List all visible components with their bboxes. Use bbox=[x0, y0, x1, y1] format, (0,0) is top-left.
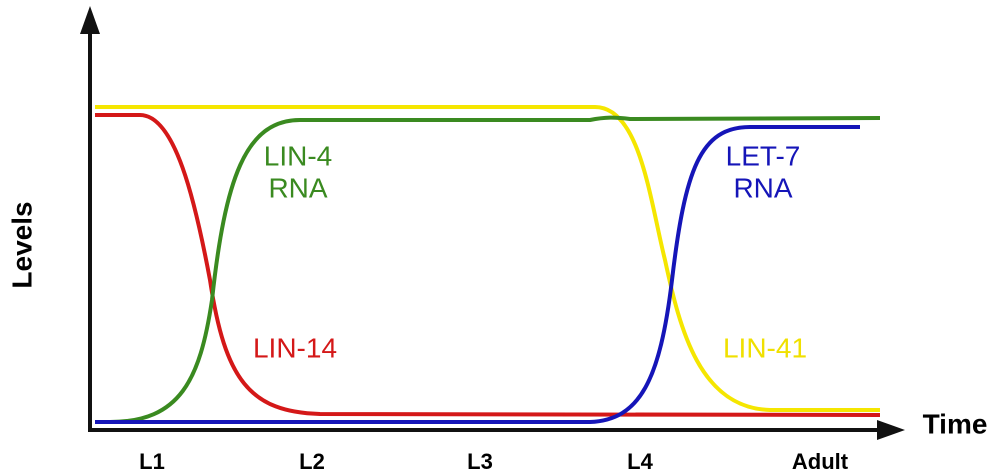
let-7-curve bbox=[95, 125, 860, 424]
y-axis-label: Levels bbox=[6, 201, 37, 288]
lin-14-curve bbox=[95, 113, 881, 417]
curve-label: LIN-4 bbox=[264, 140, 332, 171]
curve-label: RNA bbox=[733, 172, 792, 203]
stage-label: L3 bbox=[467, 449, 493, 474]
stage-label: L4 bbox=[627, 449, 653, 474]
stage-label: L2 bbox=[299, 449, 325, 474]
lin-4-curve bbox=[109, 115, 881, 424]
x-axis-label: Time bbox=[923, 408, 988, 439]
curve-label: LET-7 bbox=[726, 140, 801, 171]
y-axis-arrow bbox=[80, 6, 100, 34]
lin-41-curve bbox=[95, 105, 880, 412]
curve-label: LIN-41 bbox=[723, 332, 807, 363]
stage-label: L1 bbox=[139, 449, 165, 474]
x-axis-arrow bbox=[877, 420, 905, 440]
curve-label: LIN-14 bbox=[253, 332, 337, 363]
stage-label: Adult bbox=[792, 449, 849, 474]
curve-label: RNA bbox=[268, 172, 327, 203]
